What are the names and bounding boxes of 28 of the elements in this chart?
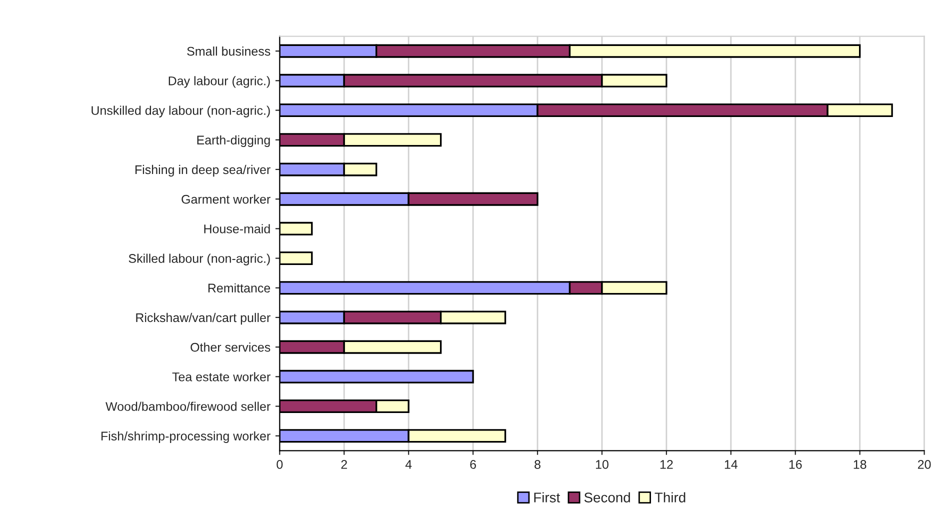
x-tick-label: 16: [789, 460, 802, 469]
y-tick-label: Fish/shrimp-processing worker: [101, 431, 270, 443]
y-tick-label: Small business: [187, 46, 270, 56]
y-tick-label: Fishing in deep sea/river: [135, 164, 270, 177]
y-tick-label: Garment worker: [182, 194, 270, 204]
x-tick-label: 14: [724, 460, 738, 469]
y-tick-label: House-maid: [204, 224, 270, 234]
legend-label: Third: [654, 492, 686, 502]
x-tick-label: 4: [405, 460, 412, 469]
x-tick-label: 6: [470, 460, 476, 469]
y-tick-label: Day labour (agric.): [168, 76, 270, 88]
y-tick-label: Tea estate worker: [172, 372, 270, 382]
x-tick-label: 18: [854, 460, 866, 469]
y-tick-label: Skilled labour (non-agric.): [128, 254, 270, 266]
y-tick-label: Wood/bamboo/firewood seller: [106, 402, 270, 411]
y-tick-label: Earth-digging: [197, 135, 270, 147]
y-tick-label: Other services: [190, 342, 270, 352]
x-tick-label: 12: [660, 460, 673, 469]
y-tick-label: Rickshaw/van/cart puller: [136, 312, 270, 325]
x-tick-label: 2: [341, 460, 347, 469]
x-tick-label: 8: [534, 460, 540, 469]
x-tick-label: 0: [276, 460, 283, 469]
legend-label: First: [534, 492, 560, 502]
legend-label: Second: [584, 492, 630, 502]
x-tick-label: 20: [918, 460, 931, 469]
x-tick-label: 10: [596, 460, 608, 469]
y-tick-label: Unskilled day labour (non-agric.): [92, 106, 270, 118]
y-tick-label: Remittance: [208, 283, 270, 293]
